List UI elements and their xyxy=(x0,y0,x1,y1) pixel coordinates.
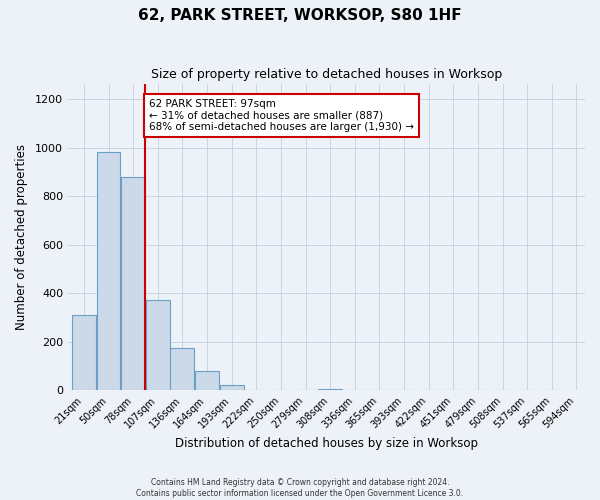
Bar xyxy=(97,152,121,390)
Title: Size of property relative to detached houses in Worksop: Size of property relative to detached ho… xyxy=(151,68,502,80)
Bar xyxy=(146,300,170,390)
Bar xyxy=(318,389,342,390)
Bar xyxy=(121,176,145,390)
Text: 62, PARK STREET, WORKSOP, S80 1HF: 62, PARK STREET, WORKSOP, S80 1HF xyxy=(138,8,462,22)
Text: Contains HM Land Registry data © Crown copyright and database right 2024.
Contai: Contains HM Land Registry data © Crown c… xyxy=(136,478,464,498)
Bar xyxy=(220,386,244,390)
Text: 62 PARK STREET: 97sqm
← 31% of detached houses are smaller (887)
68% of semi-det: 62 PARK STREET: 97sqm ← 31% of detached … xyxy=(149,99,414,132)
Bar xyxy=(72,315,96,390)
Bar xyxy=(170,348,194,390)
Y-axis label: Number of detached properties: Number of detached properties xyxy=(15,144,28,330)
Bar xyxy=(195,371,219,390)
X-axis label: Distribution of detached houses by size in Worksop: Distribution of detached houses by size … xyxy=(175,437,478,450)
